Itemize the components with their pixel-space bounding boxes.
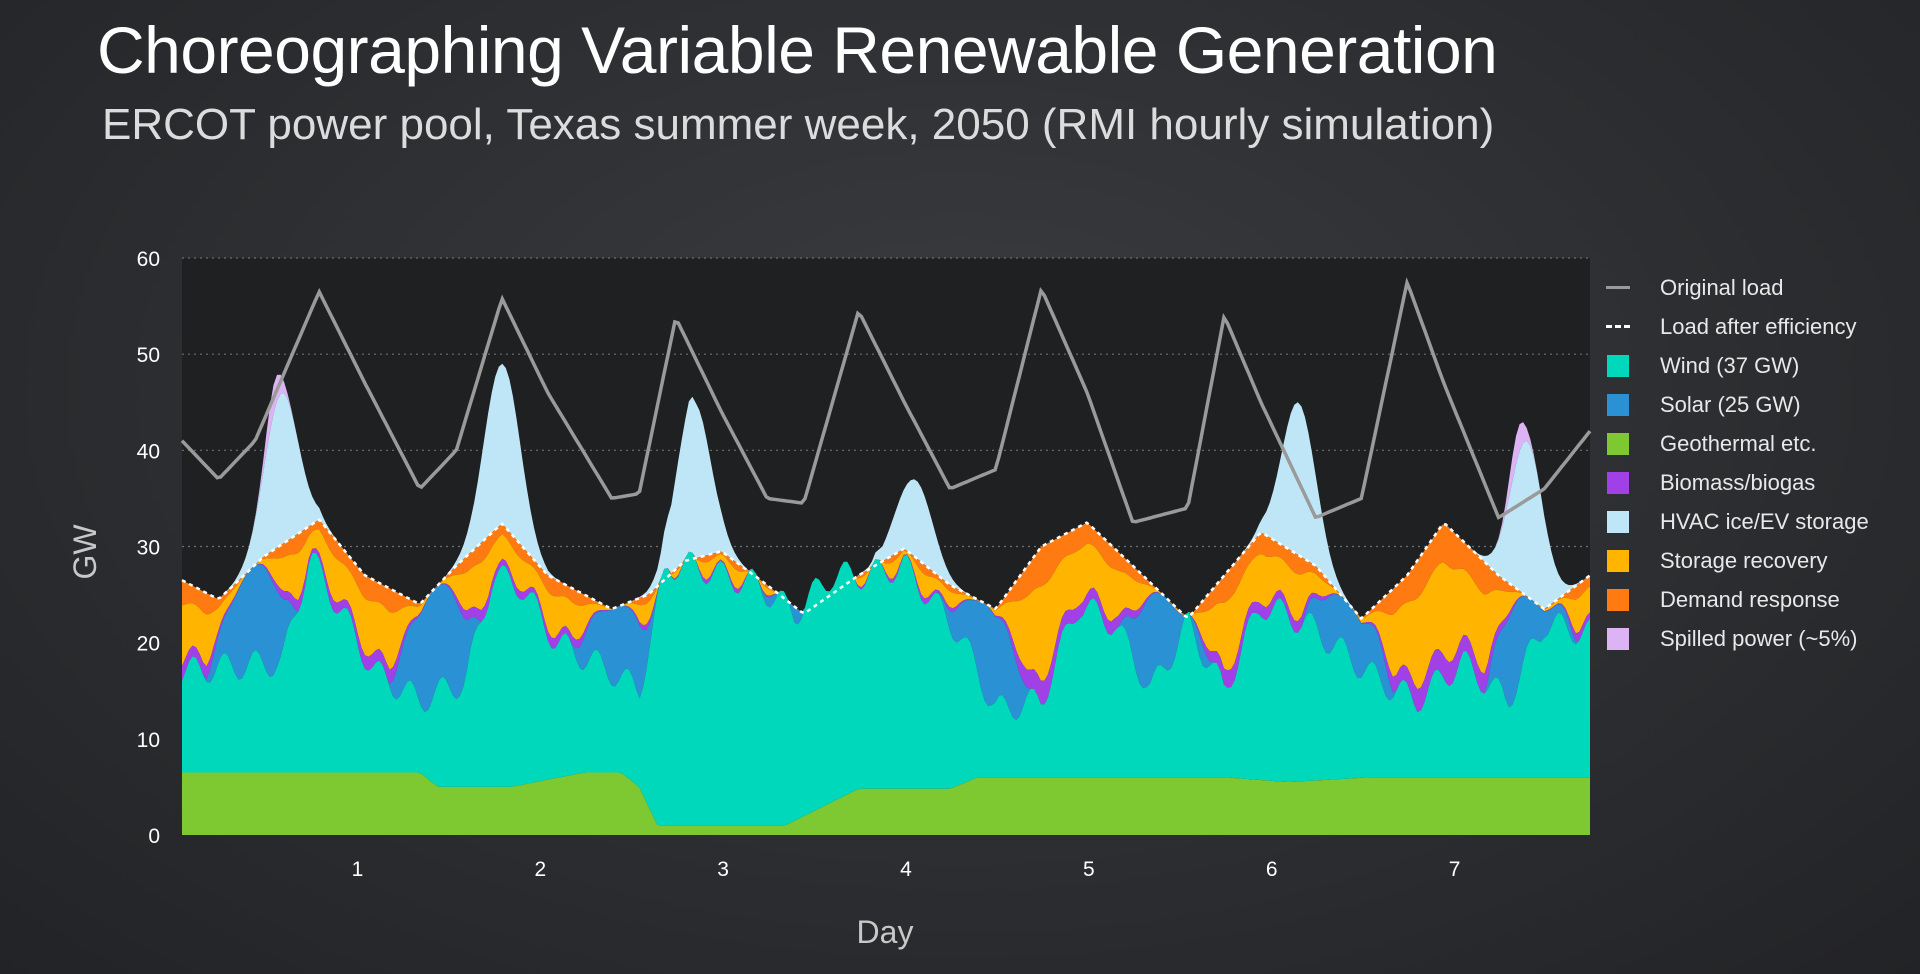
x-tick-5: 5 [1083, 858, 1095, 881]
chart-subtitle: ERCOT power pool, Texas summer week, 205… [102, 100, 1495, 149]
legend-item: Original load [1606, 268, 1906, 307]
legend-label: Biomass/biogas [1660, 469, 1816, 495]
line-original-load [180, 277, 1592, 524]
legend-label: Demand response [1660, 586, 1840, 612]
area-solar [182, 551, 1590, 721]
area-geothermal [182, 772, 1590, 835]
x-tick-labels: 1 2 3 4 5 6 7 [352, 858, 1461, 881]
legend-item: Geothermal etc. [1606, 424, 1906, 463]
x-tick-1: 1 [352, 858, 364, 881]
x-tick-6: 6 [1266, 858, 1278, 881]
legend-label: Load after efficiency [1660, 313, 1857, 339]
area-biomass-biogas [182, 548, 1590, 713]
legend-item: Demand response [1606, 580, 1906, 619]
legend-label: Wind (37 GW) [1660, 352, 1800, 378]
legend-item: Load after efficiency [1606, 307, 1906, 346]
x-tick-2: 2 [534, 858, 546, 881]
legend-label: Storage recovery [1660, 547, 1828, 573]
legend-item: Wind (37 GW) [1606, 346, 1906, 385]
y-axis-label: GW [67, 524, 103, 580]
area-storage-recovery [182, 529, 1590, 690]
y-tick-60: 60 [137, 248, 160, 271]
legend-item: HVAC ice/EV storage [1606, 502, 1906, 541]
line-series [180, 277, 1592, 621]
y-tick-10: 10 [137, 729, 160, 752]
legend-swatch [1606, 276, 1630, 300]
legend-item: Biomass/biogas [1606, 463, 1906, 502]
x-tick-4: 4 [900, 858, 912, 881]
y-tick-0: 0 [148, 825, 160, 848]
y-tick-20: 20 [137, 633, 160, 656]
legend-label: Solar (25 GW) [1660, 391, 1801, 417]
y-tick-40: 40 [137, 440, 160, 463]
legend-swatch [1606, 588, 1630, 612]
legend-label: HVAC ice/EV storage [1660, 508, 1869, 534]
x-axis-label: Day [857, 914, 914, 950]
area-wind [182, 551, 1590, 826]
legend-swatch [1606, 315, 1630, 339]
chart-title: Choreographing Variable Renewable Genera… [97, 13, 1498, 87]
legend-item: Spilled power (~5%) [1606, 619, 1906, 658]
area-series [182, 363, 1590, 835]
legend-item: Storage recovery [1606, 541, 1906, 580]
legend-swatch [1606, 354, 1630, 378]
legend-swatch [1606, 393, 1630, 417]
legend-swatch [1606, 471, 1630, 495]
legend-swatch [1606, 432, 1630, 456]
legend-swatch [1606, 627, 1630, 651]
legend-label: Spilled power (~5%) [1660, 625, 1858, 651]
line-load-after-efficiency [181, 518, 1591, 621]
x-tick-7: 7 [1449, 858, 1461, 881]
area-demand-response [182, 519, 1590, 620]
x-tick-3: 3 [717, 858, 729, 881]
y-tick-labels: 0 10 20 30 40 50 60 [137, 248, 160, 848]
legend-label: Original load [1660, 274, 1784, 300]
legend: Original load Load after efficiency Wind (… [1606, 268, 1906, 658]
legend-swatch [1606, 549, 1630, 573]
legend-label: Geothermal etc. [1660, 430, 1817, 456]
legend-swatch [1606, 510, 1630, 534]
legend-item: Solar (25 GW) [1606, 385, 1906, 424]
y-tick-30: 30 [137, 537, 160, 560]
y-tick-50: 50 [137, 344, 160, 367]
area-hvac-ice-ev-storage [182, 363, 1590, 619]
